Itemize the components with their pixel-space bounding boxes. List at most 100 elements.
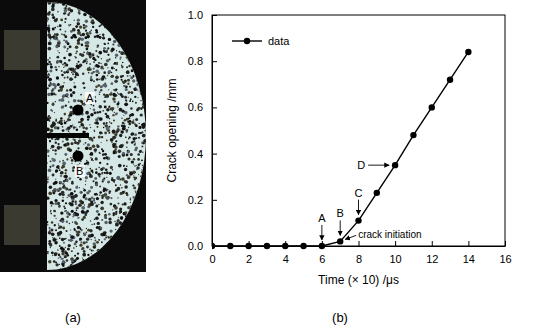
speckle-dot <box>92 14 94 16</box>
tick-label: 4 <box>283 253 289 265</box>
speckle-dot <box>76 210 78 212</box>
speckle-dot <box>64 153 67 156</box>
speckle-dot <box>66 259 69 262</box>
speckle-dot <box>138 163 140 165</box>
speckle-dot <box>144 130 146 132</box>
speckle-dot <box>54 190 56 192</box>
tick: 0.8 <box>188 55 217 67</box>
speckle-dot <box>51 205 53 207</box>
speckle-dot <box>101 197 103 199</box>
speckle-dot <box>70 9 74 13</box>
speckle-dot <box>107 182 108 183</box>
speckle-dot <box>90 30 92 32</box>
speckle-dot <box>118 93 119 94</box>
speckle-dot <box>103 122 106 125</box>
speckle-dot <box>58 66 59 67</box>
speckle-dot <box>99 34 100 35</box>
speckle-dot <box>54 255 55 256</box>
speckle-dot <box>122 62 124 64</box>
speckle-dot <box>135 253 137 255</box>
speckle-dot <box>102 132 103 133</box>
speckle-dot <box>83 104 85 106</box>
speckle-dot <box>131 69 134 72</box>
tick-mark <box>212 107 217 108</box>
speckle-dot <box>77 41 80 44</box>
speckle-dot <box>64 9 68 13</box>
tick-label: 0.2 <box>188 194 203 206</box>
speckle-dot <box>104 78 106 80</box>
speckle-dot <box>73 19 75 21</box>
speckle-dot <box>50 228 53 231</box>
speckle-dot <box>58 40 60 42</box>
speckle-dot <box>139 14 142 17</box>
speckle-dot <box>116 63 118 65</box>
tick-label: 10 <box>390 253 402 265</box>
speckle-dot <box>69 234 71 236</box>
speckle-dot <box>94 130 96 132</box>
speckle-dot <box>52 164 55 167</box>
speckle-dot <box>126 17 129 20</box>
speckle-dot <box>57 146 61 150</box>
speckle-dot <box>50 82 52 84</box>
speckle-dot <box>105 44 106 45</box>
speckle-dot <box>60 19 63 22</box>
speckle-dot <box>65 169 68 172</box>
speckle-dot <box>53 0 57 4</box>
speckle-dot <box>50 129 54 133</box>
speckle-dot <box>61 33 63 35</box>
speckle-dot <box>101 16 103 18</box>
annotation-label: D <box>357 159 365 171</box>
speckle-dot <box>106 49 108 51</box>
speckle-dot <box>85 41 88 44</box>
speckle-dot <box>85 2 87 4</box>
speckle-dot <box>47 224 49 226</box>
speckle-dot <box>61 238 64 241</box>
speckle-dot <box>57 2 59 4</box>
speckle-dot <box>133 175 134 176</box>
speckle-dot <box>133 141 135 143</box>
speckle-dot <box>70 94 73 97</box>
speckle-dot <box>119 259 121 261</box>
speckle-dot <box>98 239 100 241</box>
speckle-dot <box>58 223 60 225</box>
speckle-dot <box>115 140 117 142</box>
speckle-dot <box>121 267 124 270</box>
speckle-dot <box>82 259 84 261</box>
speckle-dot <box>96 111 99 114</box>
speckle-dot <box>65 202 67 204</box>
speckle-dot <box>128 58 132 62</box>
speckle-dot <box>64 8 65 9</box>
speckle-dot <box>97 12 98 13</box>
speckle-dot <box>119 210 122 213</box>
speckle-dot <box>49 140 51 142</box>
speckle-dot <box>82 82 84 84</box>
speckle-dot <box>87 143 90 146</box>
speckle-dot <box>110 256 112 258</box>
speckle-dot <box>107 236 108 237</box>
speckle-dot <box>71 163 72 164</box>
speckle-dot <box>131 20 133 22</box>
speckle-dot <box>125 192 127 194</box>
speckle-dot <box>65 105 67 107</box>
speckle-dot <box>53 35 56 38</box>
speckle-dot <box>125 99 127 101</box>
speckle-dot <box>110 15 113 18</box>
speckle-dot <box>111 2 114 5</box>
speckle-dot <box>101 9 104 12</box>
speckle-dot <box>112 169 113 170</box>
speckle-dot <box>119 212 121 214</box>
speckle-dot <box>140 100 141 101</box>
speckle-dot <box>90 78 92 80</box>
speckle-dot <box>68 239 69 240</box>
speckle-dot <box>66 230 68 232</box>
speckle-dot <box>135 211 138 214</box>
speckle-dot <box>118 217 119 218</box>
speckle-dot <box>63 67 64 68</box>
speckle-dot <box>121 234 123 236</box>
speckle-dot <box>125 224 128 227</box>
annotations: ABCDcrack initiation <box>318 159 421 240</box>
speckle-dot <box>131 218 134 221</box>
speckle-dot <box>138 126 141 129</box>
speckle-dot <box>78 121 80 123</box>
speckle-dot <box>136 60 137 61</box>
